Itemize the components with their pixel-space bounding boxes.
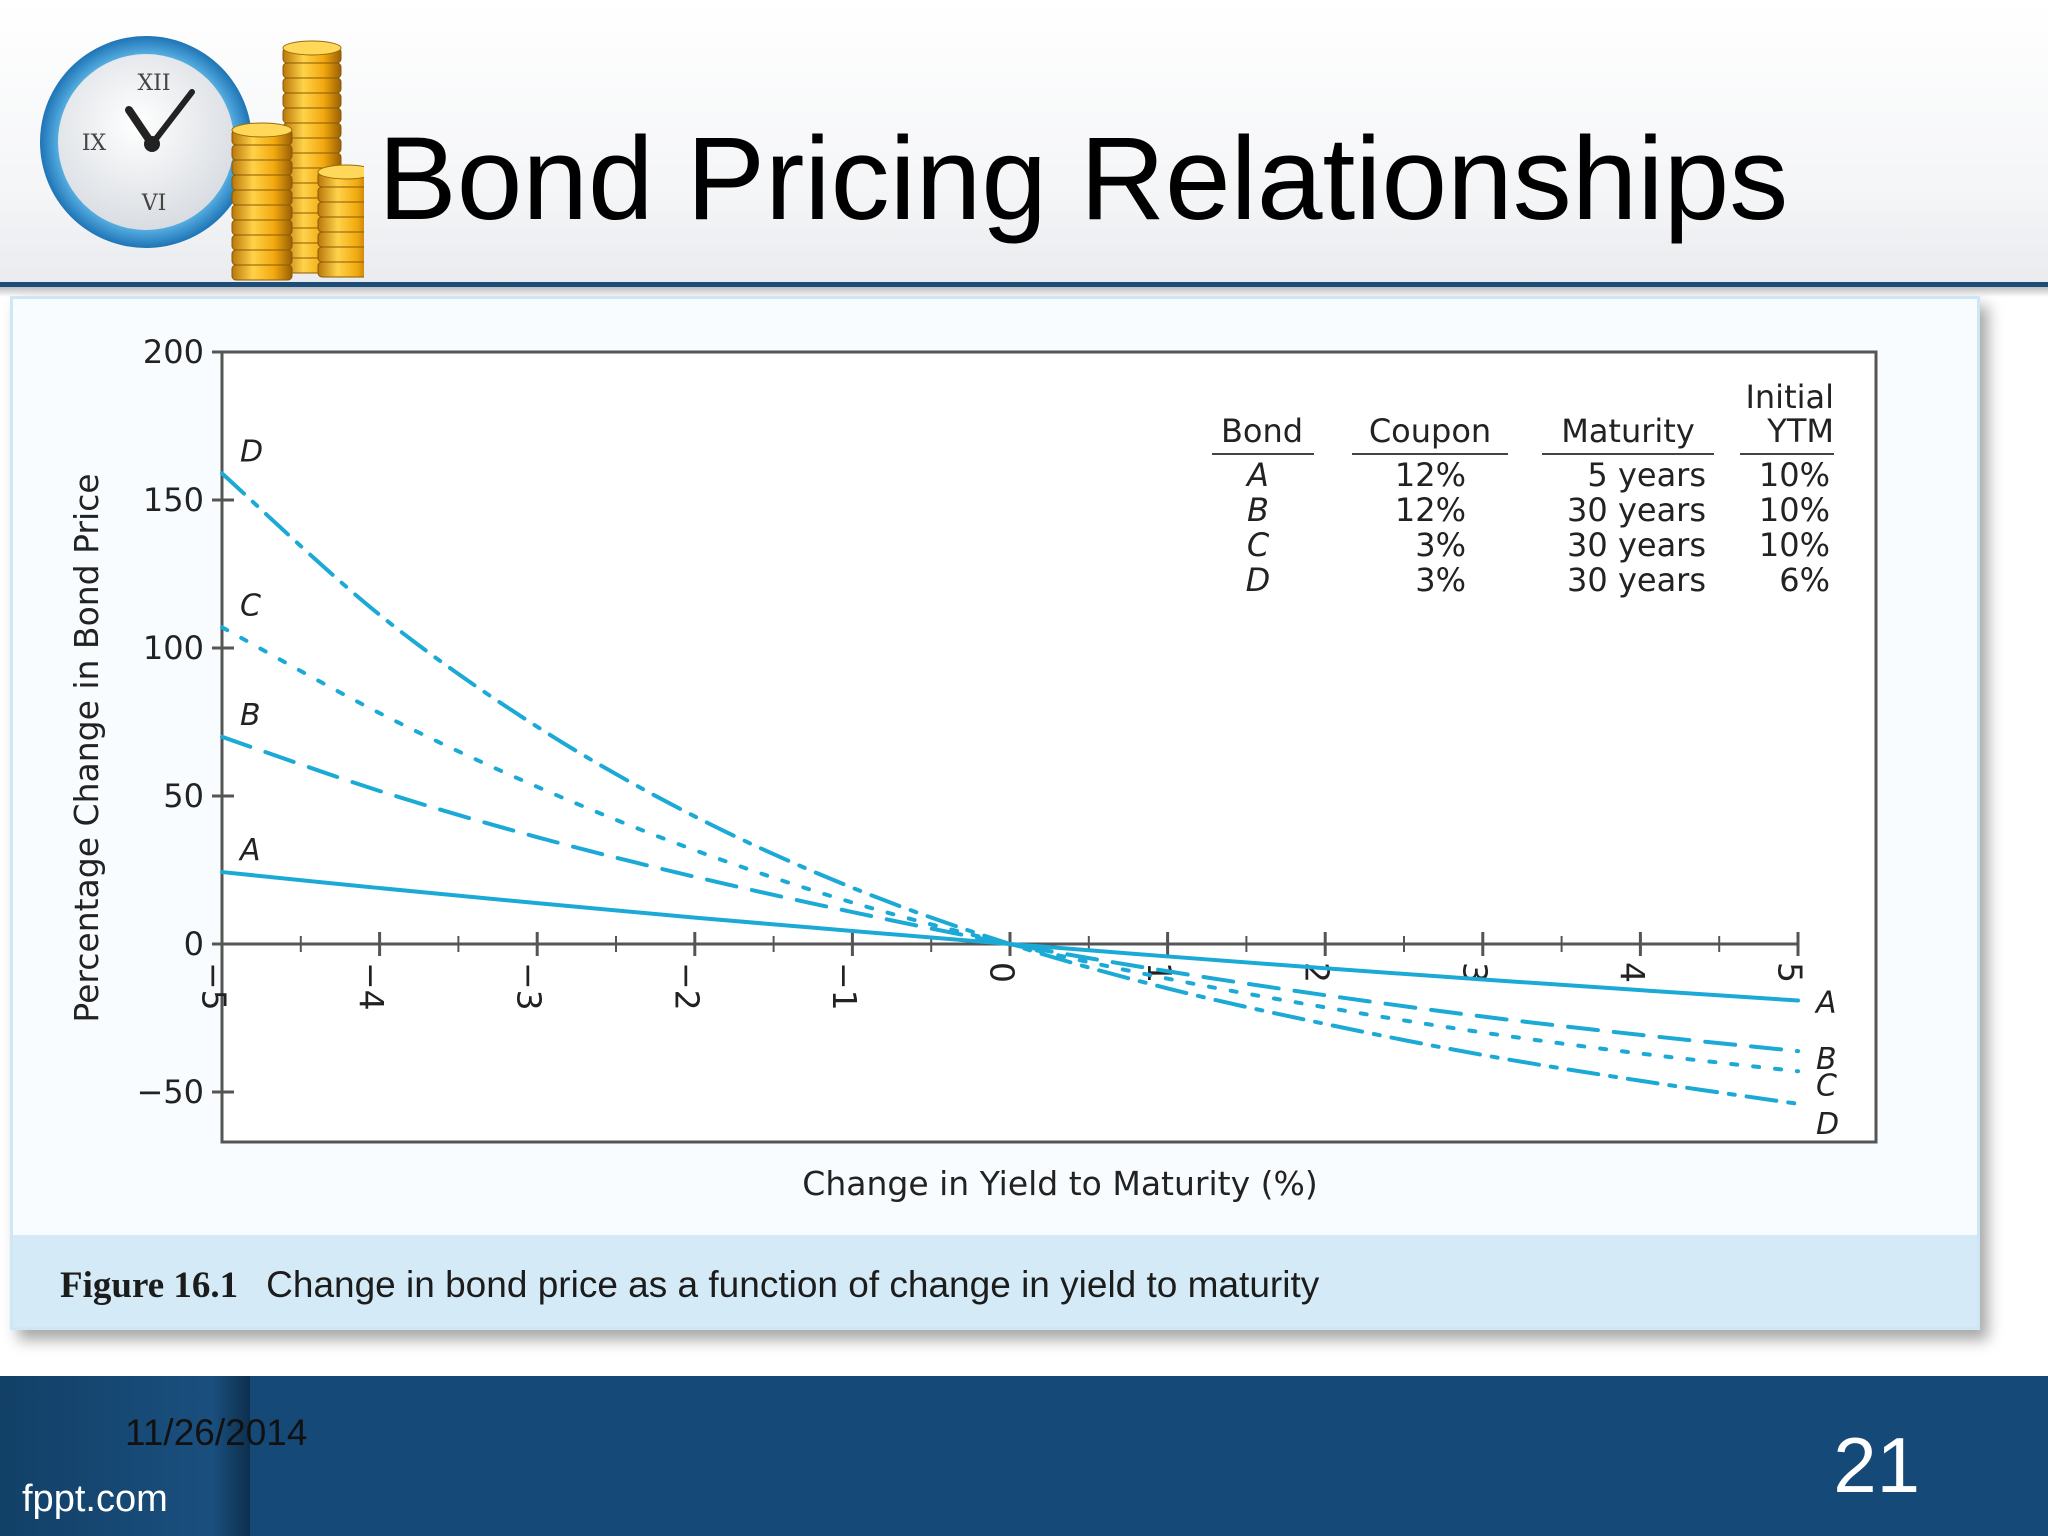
legend-header-bond: Bond	[1221, 412, 1303, 450]
legend-cell: 12%	[1395, 491, 1466, 529]
footer-bar	[0, 1376, 2048, 1536]
series-a-label-left: A	[238, 833, 261, 868]
y-tick-label: −50	[136, 1073, 204, 1111]
series-a-label-right: A	[1814, 986, 1837, 1021]
footer-site: fppt.com	[22, 1478, 168, 1520]
legend-cell: 12%	[1395, 456, 1466, 494]
y-tick-label: 0	[184, 925, 204, 963]
legend-header-initial: Initial	[1745, 378, 1834, 416]
legend-cell: 30 years	[1567, 491, 1706, 529]
footer-date: 11/26/2014	[125, 1412, 308, 1453]
series-c-label-right: C	[1816, 1068, 1837, 1103]
header-rule	[0, 282, 2048, 287]
legend-header-ytm: YTM	[1766, 412, 1834, 450]
legend-table: Initial Bond Coupon Maturity YTM A 12% 5 y…	[1212, 378, 1834, 599]
legend-cell: 6%	[1779, 561, 1830, 599]
figure-label: Figure 16.1	[60, 1265, 239, 1306]
legend-cell: 10%	[1759, 456, 1830, 494]
series-d-label-right: D	[1816, 1107, 1839, 1142]
legend-header-maturity: Maturity	[1561, 412, 1695, 450]
legend-header-coupon: Coupon	[1369, 412, 1491, 450]
y-tick-label: 50	[163, 777, 204, 815]
legend-cell: 3%	[1415, 561, 1466, 599]
legend-cell: D	[1246, 561, 1271, 599]
series-b-label-left: B	[240, 698, 261, 733]
legend-cell: 3%	[1415, 526, 1466, 564]
coin-stack-icon	[231, 40, 364, 281]
footer-left-panel	[0, 1376, 250, 1536]
y-axis-label: Percentage Change in Bond Price	[67, 473, 106, 1022]
x-tick-label: −3	[510, 962, 549, 1011]
y-tick-label: 200	[143, 333, 204, 371]
y-tick-label: 150	[143, 481, 204, 519]
x-tick-label: 4	[1613, 962, 1652, 983]
legend-cell: 30 years	[1567, 526, 1706, 564]
clock-numeral-6: VI	[141, 191, 167, 216]
caption-bar	[13, 1235, 1977, 1327]
x-tick-label: −1	[825, 962, 864, 1011]
header-shadow	[0, 287, 2048, 297]
x-tick-label: 5	[1771, 962, 1810, 983]
clock-coins-logo: XII IX VI	[40, 36, 364, 281]
page-number: 21	[1833, 1421, 1920, 1509]
series-b-label-right: B	[1816, 1042, 1837, 1077]
y-tick-label: 100	[143, 629, 204, 667]
legend-cell: C	[1247, 526, 1270, 564]
series-d-label-left: D	[240, 434, 263, 469]
figure-caption-text: Change in bond price as a function of ch…	[266, 1264, 1320, 1305]
x-tick-label: −4	[352, 962, 391, 1011]
series-d-line	[220, 471, 1800, 1106]
clock-numeral-12: XII	[137, 71, 170, 96]
legend-cell: 10%	[1759, 491, 1830, 529]
figure-caption: Figure 16.1 Change in bond price as a fun…	[60, 1264, 1319, 1307]
slide-title: Bond Pricing Relationships	[378, 113, 1789, 245]
legend-cell: 10%	[1759, 526, 1830, 564]
x-tick-label: 0	[983, 962, 1022, 983]
series-b-line	[220, 734, 1800, 1054]
x-tick-label: −2	[667, 962, 706, 1011]
legend-cell: A	[1245, 456, 1269, 494]
legend-cell: B	[1247, 491, 1269, 529]
series-c-line	[220, 625, 1800, 1074]
plot-area	[220, 350, 1878, 1144]
x-axis-label: Change in Yield to Maturity (%)	[802, 1164, 1317, 1203]
series-c-label-left: C	[240, 588, 261, 623]
x-tick-label: −5	[195, 962, 234, 1011]
clock-numeral-9: IX	[82, 131, 107, 156]
legend-cell: 5 years	[1587, 456, 1706, 494]
legend-cell: 30 years	[1567, 561, 1706, 599]
